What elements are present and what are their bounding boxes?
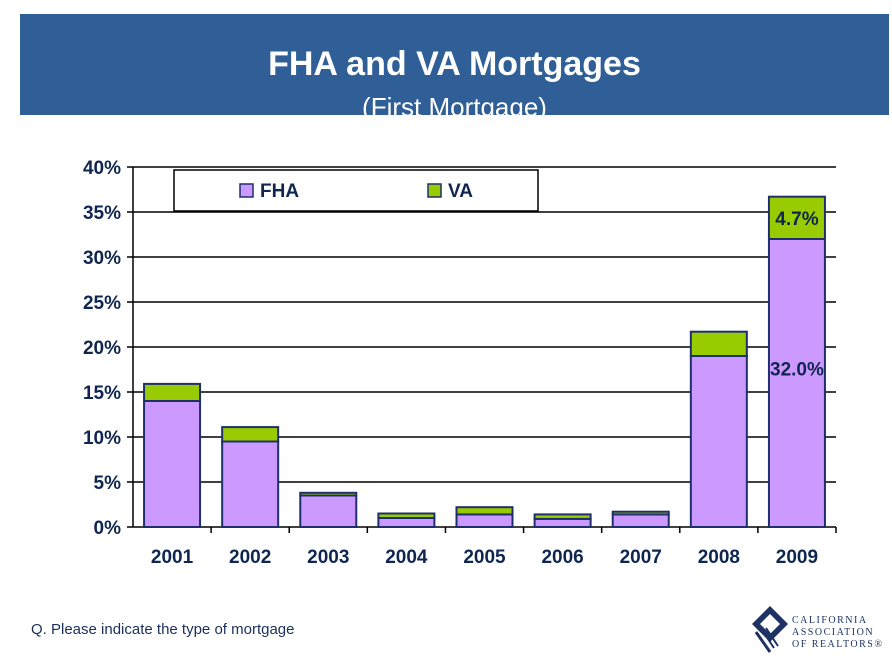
chart-subtitle: (First Mortgage) [362,92,547,122]
bar-fha-2002 [221,440,280,528]
x-tick-label: 2007 [620,547,662,568]
bar-fha-2001 [143,400,202,528]
legend-swatch-va [427,183,442,198]
bar-fha-2009 [767,238,826,528]
y-tick-label: 0% [94,518,122,539]
x-tick-label: 2004 [385,547,428,568]
logo-line-1: CALIFORNIA [792,615,868,626]
x-tick-label: 2002 [229,547,271,568]
car-emblem-icon [752,606,788,653]
y-tick-label: 10% [83,428,121,449]
chart-title: FHA and VA Mortgages [268,45,641,83]
car-logo: CALIFORNIA ASSOCIATION OF REALTORS® [748,602,888,660]
title-banner: FHA and VA Mortgages (First Mortgage) [20,14,889,122]
bar-fha-2003 [299,494,358,528]
legend-label-fha: FHA [260,181,299,202]
bar-va-2004 [377,512,436,519]
legend-swatch-fha [239,183,254,198]
bar-fha-2007 [611,513,670,529]
bar-va-2006 [533,513,592,520]
x-tick-label: 2005 [463,547,506,568]
x-tick-label: 2006 [541,547,583,568]
logo-wordmark: CALIFORNIA ASSOCIATION OF REALTORS® [792,615,883,651]
bar-fha-2006 [533,517,592,529]
survey-question-footnote: Q. Please indicate the type of mortgage [31,621,295,638]
y-tick-label: 25% [83,293,121,314]
y-tick-label: 35% [83,203,121,224]
data-label: 32.0% [770,360,824,381]
x-tick-label: 2003 [307,547,349,568]
logo-line-2: ASSOCIATION [792,627,875,638]
y-tick-label: 15% [83,383,121,404]
bar-fha-2008 [689,355,748,528]
bar-va-2005 [455,506,514,516]
y-tick-label: 30% [83,248,121,269]
bar-va-2001 [143,382,202,402]
logo-line-3: OF REALTORS® [792,639,884,650]
bar-fha-2005 [455,513,514,529]
bar-va-2003 [299,491,358,497]
x-tick-label: 2001 [151,547,194,568]
bar-va-2002 [221,426,280,443]
x-tick-label: 2009 [776,547,818,568]
legend-box [173,169,539,212]
bar-va-2009 [767,195,826,240]
x-tick-label: 2008 [698,547,740,568]
y-tick-label: 20% [83,338,121,359]
y-tick-label: 40% [83,158,121,179]
bar-va-2008 [689,330,748,358]
data-label: 4.7% [775,209,818,230]
bar-va-2007 [611,510,670,516]
y-tick-label: 5% [94,473,122,494]
legend-label-va: VA [448,181,473,202]
stacked-bar-chart: 0% 5% 10% 15% 20% 25% 30% 35% 40% 2001 2002 2003 200… [83,158,837,568]
bar-fha-2004 [377,517,436,528]
